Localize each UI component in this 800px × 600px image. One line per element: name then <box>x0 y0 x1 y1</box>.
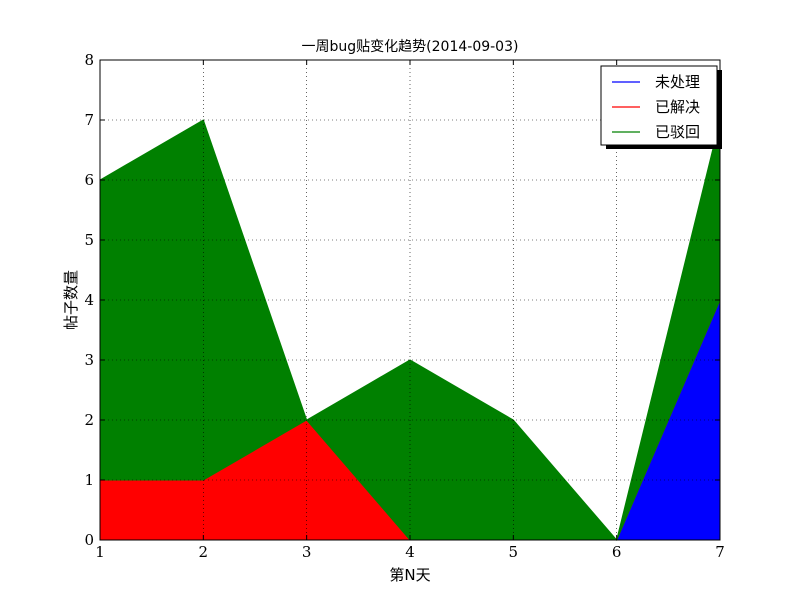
x-tick-label: 7 <box>715 543 725 561</box>
y-tick-label: 4 <box>84 291 94 309</box>
legend-label: 已驳回 <box>655 123 700 141</box>
y-tick-label: 1 <box>84 471 94 489</box>
x-tick-label: 1 <box>95 543 105 561</box>
y-tick-label: 3 <box>84 351 94 369</box>
y-tick-label: 0 <box>84 531 94 549</box>
legend-label: 已解决 <box>655 98 700 116</box>
y-tick-label: 7 <box>84 111 94 129</box>
y-tick-label: 5 <box>84 231 94 249</box>
x-tick-label: 3 <box>302 543 312 561</box>
y-axis-label: 帖子数量 <box>62 270 80 330</box>
x-tick-label: 6 <box>612 543 622 561</box>
y-tick-label: 8 <box>84 51 94 69</box>
y-tick-label: 6 <box>84 171 94 189</box>
grid-lines <box>100 60 720 540</box>
x-axis-label: 第N天 <box>389 566 430 584</box>
y-tick-label: 2 <box>84 411 94 429</box>
axis-ticks <box>99 59 721 541</box>
chart-title: 一周bug贴变化趋势(2014-09-03) <box>302 39 519 55</box>
x-tick-label: 2 <box>199 543 209 561</box>
x-tick-label: 5 <box>509 543 519 561</box>
legend-label: 未处理 <box>655 73 700 91</box>
x-tick-label: 4 <box>405 543 415 561</box>
